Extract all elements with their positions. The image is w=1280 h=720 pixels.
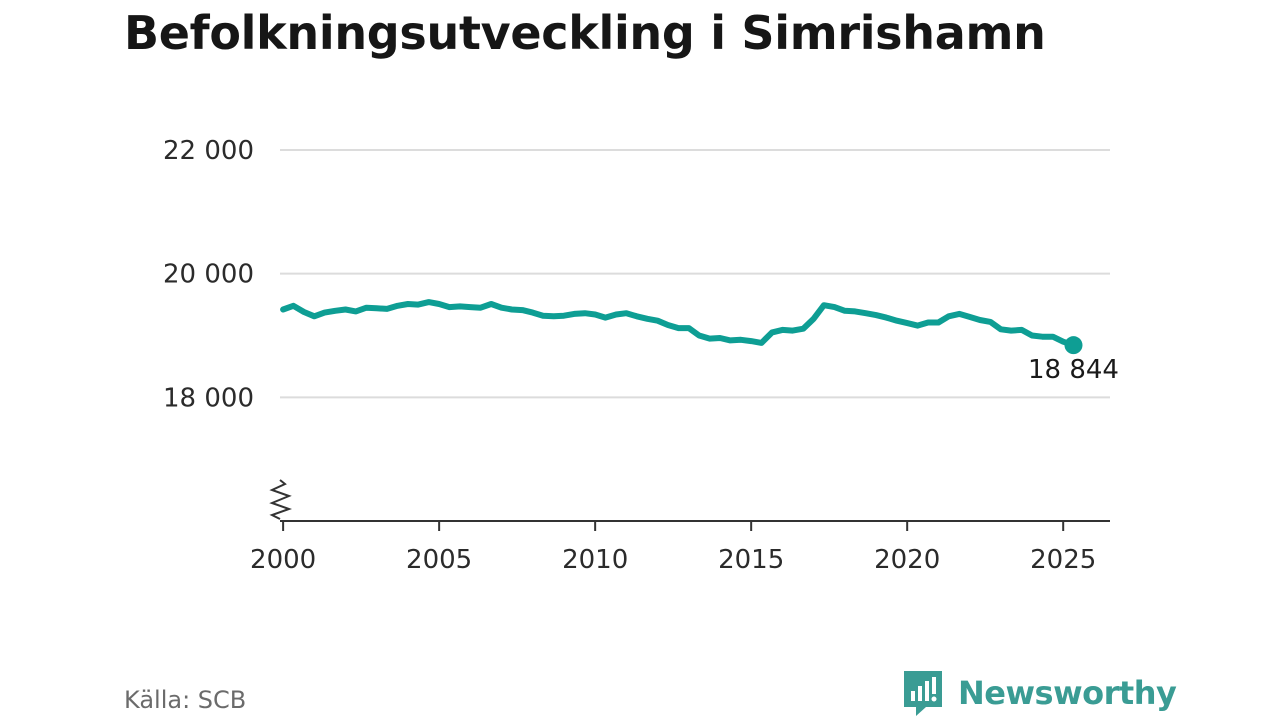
brand-logo[interactable]: Newsworthy (902, 668, 1177, 718)
y-axis: 18 000 20 000 22 000 (163, 136, 254, 413)
x-tick-label: 2000 (250, 545, 316, 575)
x-tick-label: 2020 (874, 545, 940, 575)
x-tick-label: 2015 (718, 545, 784, 575)
newsworthy-logo-icon (904, 671, 942, 716)
population-line (280, 299, 1077, 349)
plot-area: 18 844 (280, 299, 1119, 385)
chart-title: Befolkningsutveckling i Simrishamn (124, 6, 1046, 60)
y-tick-label: 18 000 (163, 383, 254, 413)
end-point-marker (1064, 336, 1083, 355)
axis-break-mark (269, 479, 293, 520)
end-value-label: 18 844 (1028, 355, 1119, 385)
x-tick-label: 2005 (406, 545, 472, 575)
y-tick-label: 22 000 (163, 136, 254, 166)
x-axis: 2000 2005 2010 2015 2020 2025 (250, 479, 1110, 575)
x-tick-label: 2010 (562, 545, 628, 575)
x-tick-label: 2025 (1030, 545, 1096, 575)
y-tick-label: 20 000 (163, 260, 254, 290)
gridlines (280, 149, 1110, 399)
source-note: Källa: SCB (124, 686, 247, 714)
brand-name: Newsworthy (958, 674, 1177, 712)
